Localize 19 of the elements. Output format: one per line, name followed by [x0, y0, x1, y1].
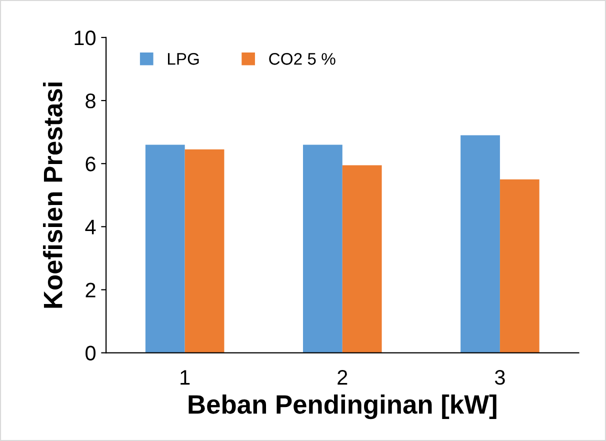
x-tick-label: 2 — [338, 370, 348, 385]
bar — [460, 135, 500, 353]
y-tick-label: 0 — [86, 346, 96, 361]
bar — [184, 149, 224, 353]
y-tick-label: 4 — [85, 220, 96, 234]
bar — [145, 144, 185, 353]
x-tick-label: 3 — [494, 370, 505, 385]
y-tick-label: 8 — [86, 94, 96, 108]
bar — [303, 144, 342, 353]
y-tick-label: 10 — [74, 30, 96, 46]
y-axis-title: Koefisien Prestasi — [43, 82, 62, 308]
y-tick-label: 2 — [86, 282, 96, 298]
bar — [342, 165, 382, 353]
x-axis-title: Beban Pendinginan [kW] — [188, 394, 496, 420]
legend-label: CO2 5 % — [269, 53, 336, 65]
legend-label: LPG — [168, 53, 199, 65]
y-tick-label: 6 — [86, 156, 96, 172]
x-tick-label: 1 — [180, 370, 190, 385]
bar — [500, 179, 540, 353]
